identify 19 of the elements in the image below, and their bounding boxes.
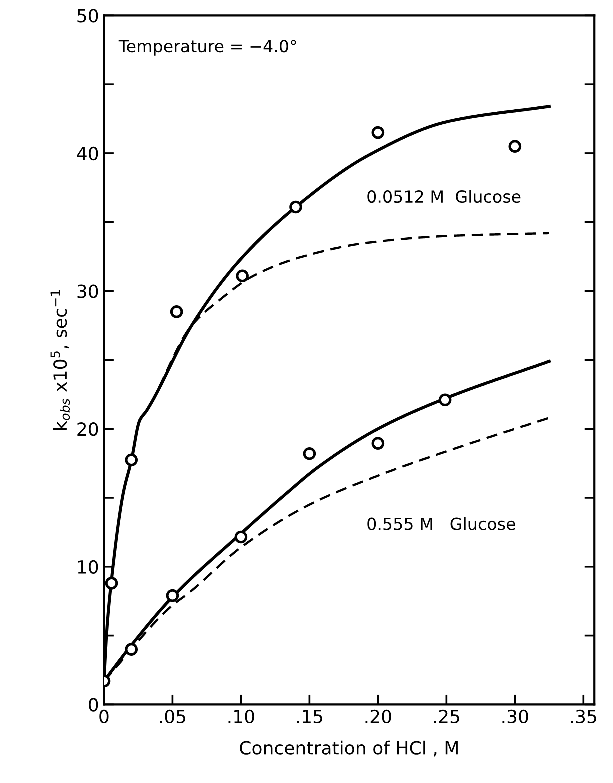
- y-tick-label: 50: [78, 9, 98, 23]
- y-axis-title: k$_{obs}$ x10$^{5}$, sec$^{−1}$: [50, 290, 70, 430]
- x-tick-label: .25: [434, 710, 460, 724]
- x-tick-label: .05: [160, 710, 186, 724]
- x-tick-label: 0: [100, 710, 109, 724]
- y-tick-label: 40: [77, 146, 98, 161]
- x-tick-label: .15: [297, 710, 322, 724]
- annotation: Temperature = −4.0°: [118, 40, 296, 56]
- x-tick-label: .10: [228, 710, 254, 724]
- y-tick-label: 0: [89, 698, 98, 712]
- y-tick-label: 30: [78, 284, 98, 298]
- x-tick-label: .35: [571, 710, 596, 724]
- x-tick-label: .30: [502, 710, 528, 724]
- x-axis-title: Concentration of HCl , M: [240, 740, 458, 757]
- y-tick-label: 10: [78, 560, 98, 574]
- annotation: 0.555 M Glucose: [368, 517, 516, 530]
- x-tick-label: .20: [366, 710, 392, 724]
- y-tick-label: 20: [78, 422, 98, 436]
- annotation: 0.0512 M Glucose: [368, 190, 521, 204]
